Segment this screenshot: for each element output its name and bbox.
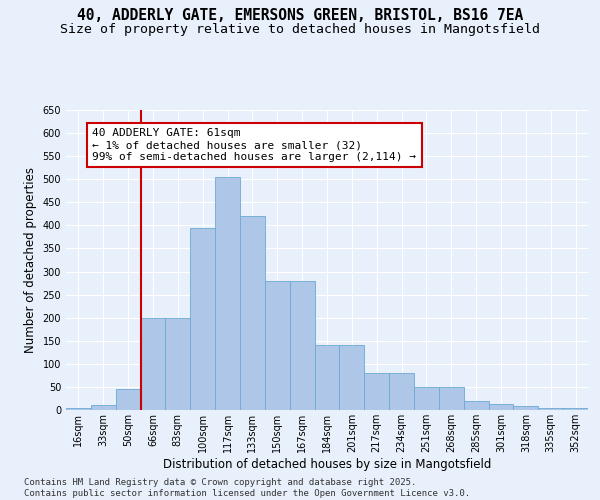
Text: 40 ADDERLY GATE: 61sqm
← 1% of detached houses are smaller (32)
99% of semi-deta: 40 ADDERLY GATE: 61sqm ← 1% of detached … (92, 128, 416, 162)
Bar (166, 318, 190, 410)
Bar (514, 406, 538, 410)
Bar (364, 373, 389, 410)
Text: 40, ADDERLY GATE, EMERSONS GREEN, BRISTOL, BS16 7EA: 40, ADDERLY GATE, EMERSONS GREEN, BRISTO… (77, 8, 523, 22)
Y-axis label: Number of detached properties: Number of detached properties (24, 167, 37, 353)
Bar (488, 404, 514, 410)
Bar (190, 228, 215, 410)
Bar (414, 387, 439, 410)
Bar (66, 408, 91, 410)
Text: Size of property relative to detached houses in Mangotsfield: Size of property relative to detached ho… (60, 22, 540, 36)
Bar (464, 401, 488, 410)
Bar (340, 346, 364, 410)
Bar (240, 216, 265, 410)
Bar (140, 318, 166, 410)
Text: Contains HM Land Registry data © Crown copyright and database right 2025.
Contai: Contains HM Land Registry data © Crown c… (24, 478, 470, 498)
Bar (215, 177, 240, 410)
Bar (538, 408, 563, 410)
Bar (314, 346, 340, 410)
Bar (290, 281, 314, 410)
Bar (389, 373, 414, 410)
Bar (116, 389, 140, 410)
Bar (439, 387, 464, 410)
Bar (265, 281, 290, 410)
Bar (563, 408, 588, 410)
X-axis label: Distribution of detached houses by size in Mangotsfield: Distribution of detached houses by size … (163, 458, 491, 470)
Bar (91, 406, 116, 410)
